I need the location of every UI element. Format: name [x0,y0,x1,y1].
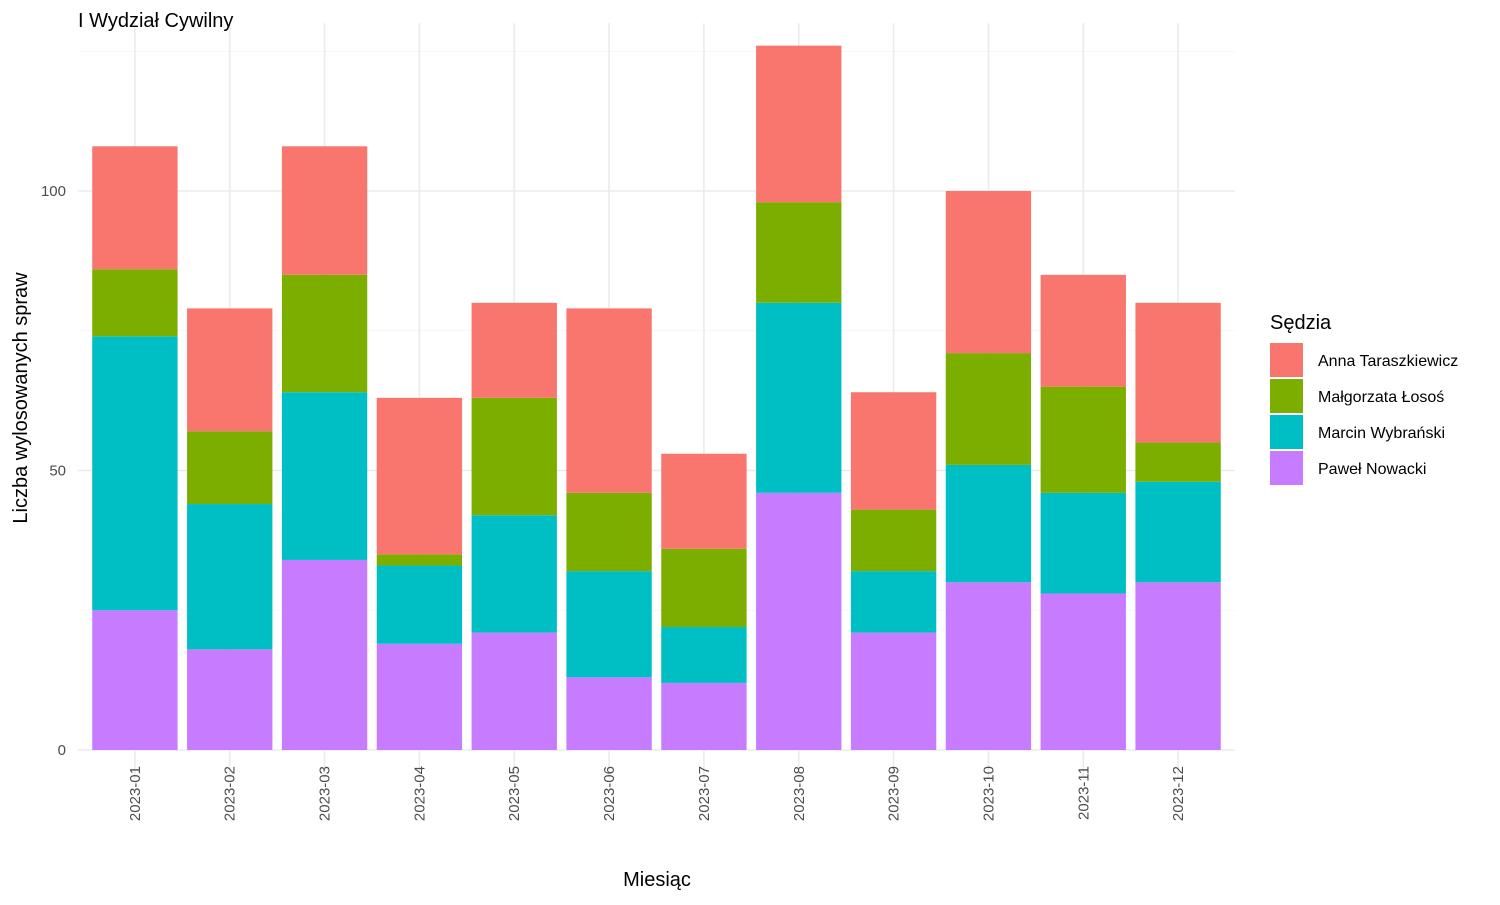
bar-segment-pawel-nowacki-2023-12 [1135,582,1221,750]
bar-segment-marcin-wybranski-2023-08 [756,302,842,493]
bar-segment-pawel-nowacki-2023-01 [92,610,178,750]
legend-label-pawel-nowacki: Paweł Nowacki [1318,461,1426,478]
bar-segment-pawel-nowacki-2023-04 [376,643,463,750]
bar-segment-malgorzata-losos-2023-02 [187,431,273,505]
bar-segment-pawel-nowacki-2023-09 [850,632,937,750]
bar-segment-marcin-wybranski-2023-03 [281,392,368,560]
bar-segment-pawel-nowacki-2023-02 [187,649,273,750]
y-tick-label: 50 [49,463,66,480]
bar-segment-anna-taraszkiewicz-2023-01 [92,146,178,270]
legend-key-marcin-wybranski [1270,415,1303,449]
legend-title: Sędzia [1270,312,1332,334]
bar-segment-malgorzata-losos-2023-07 [661,548,747,628]
bar-segment-anna-taraszkiewicz-2023-12 [1135,302,1221,443]
bar-segment-marcin-wybranski-2023-07 [661,627,747,683]
bar-segment-marcin-wybranski-2023-12 [1135,481,1221,583]
x-tick-label: 2023-02 [222,766,239,821]
bars-layer [92,45,1221,750]
x-tick-label: 2023-11 [1075,766,1092,820]
legend: Sędzia Anna Taraszkiewicz Małgorzata Łoso… [1270,312,1458,485]
bar-segment-marcin-wybranski-2023-06 [566,571,652,678]
legend-label-marcin-wybranski: Marcin Wybrański [1318,425,1445,442]
bar-segment-marcin-wybranski-2023-10 [945,464,1032,583]
bar-segment-anna-taraszkiewicz-2023-04 [376,397,463,555]
bar-segment-malgorzata-losos-2023-12 [1135,442,1221,482]
legend-label-malgorzata-losos: Małgorzata Łosoś [1318,389,1444,406]
bar-segment-malgorzata-losos-2023-06 [566,492,652,572]
chart-title: I Wydział Cywilny [78,10,233,32]
bar-segment-anna-taraszkiewicz-2023-07 [661,453,747,549]
x-tick-label: 2023-09 [886,766,903,821]
bar-segment-malgorzata-losos-2023-08 [756,202,842,303]
bar-segment-marcin-wybranski-2023-01 [92,336,178,611]
bar-segment-malgorzata-losos-2023-01 [92,269,178,337]
bar-segment-marcin-wybranski-2023-05 [471,515,557,633]
bar-segment-malgorzata-losos-2023-03 [281,274,368,393]
x-tick-label: 2023-01 [127,766,144,821]
legend-label-anna-taraszkiewicz: Anna Taraszkiewicz [1318,353,1458,370]
bar-segment-malgorzata-losos-2023-09 [850,509,937,572]
legend-key-pawel-nowacki [1270,451,1303,485]
x-axis-title: Miesiąc [623,869,691,891]
bar-segment-anna-taraszkiewicz-2023-08 [756,45,842,203]
bar-segment-malgorzata-losos-2023-10 [945,353,1032,465]
bar-segment-malgorzata-losos-2023-04 [376,554,463,566]
bar-segment-anna-taraszkiewicz-2023-03 [281,146,368,275]
bar-segment-malgorzata-losos-2023-05 [471,397,557,516]
legend-key-anna-taraszkiewicz [1270,343,1303,377]
bar-segment-pawel-nowacki-2023-03 [281,559,368,750]
bar-segment-marcin-wybranski-2023-11 [1040,492,1126,594]
bar-segment-anna-taraszkiewicz-2023-11 [1040,274,1126,387]
bar-segment-anna-taraszkiewicz-2023-10 [945,191,1032,354]
bar-segment-marcin-wybranski-2023-04 [376,565,463,644]
bar-segment-marcin-wybranski-2023-02 [187,504,273,650]
axis-layer: 0 50 100 2023-01 2023-02 2023-03 2023-04 2023-0… [41,183,1187,821]
bar-segment-anna-taraszkiewicz-2023-09 [850,392,937,510]
bar-segment-anna-taraszkiewicz-2023-06 [566,308,652,493]
x-tick-label: 2023-06 [601,766,618,821]
y-axis-title: Liczba wylosowanych spraw [10,272,32,524]
x-tick-label: 2023-03 [317,766,334,821]
x-tick-label: 2023-12 [1170,766,1187,821]
bar-segment-malgorzata-losos-2023-11 [1040,386,1126,493]
x-tick-label: 2023-08 [791,766,808,821]
bar-segment-anna-taraszkiewicz-2023-02 [187,308,273,432]
bar-segment-pawel-nowacki-2023-08 [756,492,842,750]
bar-segment-pawel-nowacki-2023-06 [566,677,652,750]
y-tick-label: 100 [41,183,66,200]
x-tick-label: 2023-07 [696,766,713,821]
bar-segment-marcin-wybranski-2023-09 [850,571,937,633]
bar-segment-pawel-nowacki-2023-10 [945,582,1032,750]
bar-segment-pawel-nowacki-2023-11 [1040,593,1126,750]
bar-segment-anna-taraszkiewicz-2023-05 [471,302,557,398]
y-tick-label: 0 [58,742,66,759]
legend-key-malgorzata-losos [1270,379,1303,413]
bar-segment-pawel-nowacki-2023-05 [471,632,557,750]
bar-segment-pawel-nowacki-2023-07 [661,682,747,750]
x-tick-label: 2023-04 [411,766,428,821]
x-tick-label: 2023-10 [980,766,997,821]
x-tick-label: 2023-05 [506,766,523,821]
